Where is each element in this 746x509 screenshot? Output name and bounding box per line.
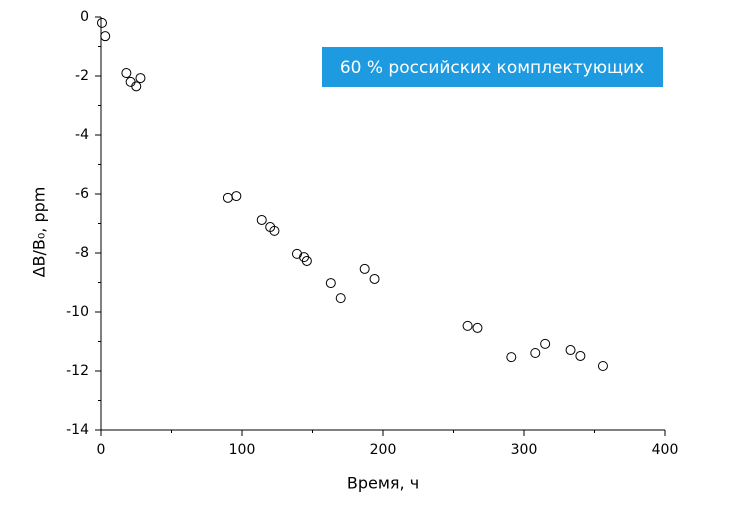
point <box>369 273 380 284</box>
annotation-box <box>322 47 663 87</box>
x-tick-label: 400 <box>652 442 679 458</box>
annotation: 60 % российских комплектующих <box>340 58 644 78</box>
y-tick-label: -4 <box>75 127 89 143</box>
y-tick-label: -6 <box>75 186 89 202</box>
x-axis-label: Время, ч <box>347 474 419 493</box>
point <box>125 76 136 87</box>
x-tick-label: 0 <box>97 442 106 458</box>
point <box>472 322 483 333</box>
point <box>575 350 586 361</box>
y-tick-label: -12 <box>66 363 89 379</box>
point <box>335 293 346 304</box>
x-tick-label: 200 <box>370 442 397 458</box>
y-tick-label: -8 <box>75 245 89 261</box>
point <box>565 345 576 356</box>
x-tick-label: 300 <box>511 442 538 458</box>
point <box>325 278 336 289</box>
point <box>540 338 551 349</box>
point <box>291 248 302 259</box>
point <box>131 81 142 92</box>
point <box>530 348 541 359</box>
point <box>135 73 146 84</box>
point <box>100 31 111 42</box>
point <box>301 255 312 266</box>
point <box>96 17 107 28</box>
point <box>231 191 242 202</box>
point <box>256 214 267 225</box>
point <box>222 192 233 203</box>
point <box>462 320 473 331</box>
x-tick-label: 100 <box>229 442 256 458</box>
point <box>269 225 280 236</box>
y-tick-label: -10 <box>66 304 89 320</box>
y-tick-label: -14 <box>66 422 89 438</box>
point <box>506 352 517 363</box>
point <box>121 68 132 79</box>
y-tick-label: -2 <box>75 68 89 84</box>
point <box>597 360 608 371</box>
y-tick-label: 0 <box>80 9 89 25</box>
y-axis-label: ΔB/B₀, ppm <box>30 187 49 278</box>
point <box>359 263 370 274</box>
